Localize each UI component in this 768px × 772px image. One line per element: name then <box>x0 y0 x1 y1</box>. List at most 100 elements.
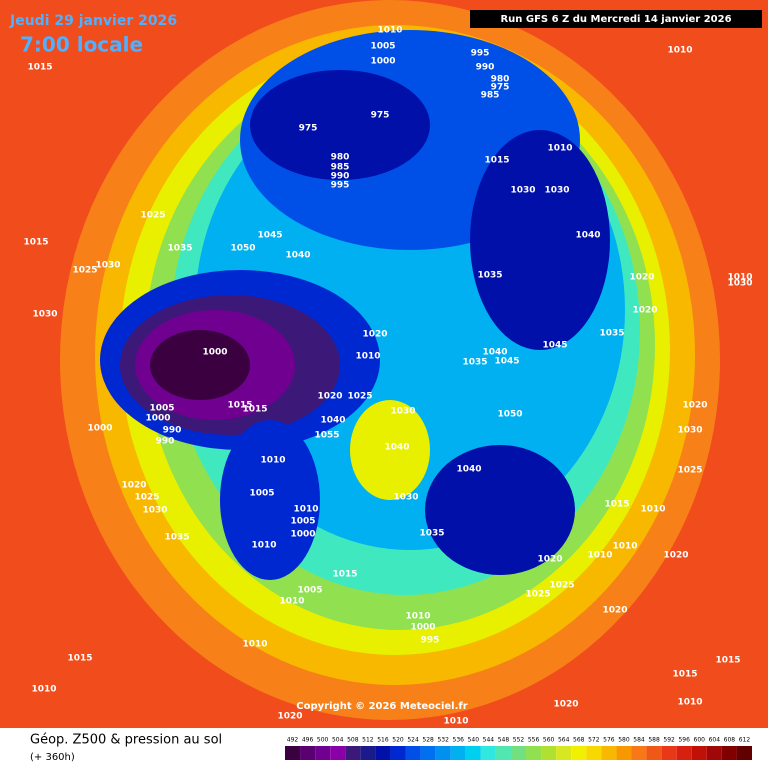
pressure-label: 1000 <box>410 623 435 633</box>
legend-swatch <box>631 746 647 760</box>
pressure-label: 1005 <box>370 42 395 52</box>
pressure-label: 1010 <box>355 352 380 362</box>
pressure-label: 1015 <box>27 63 52 73</box>
legend-swatch <box>691 746 707 760</box>
pressure-label: 1030 <box>142 506 167 516</box>
pressure-label: 1010 <box>640 505 665 515</box>
pressure-label: 1000 <box>290 530 315 540</box>
pressure-label: 1030 <box>677 426 702 436</box>
legend-swatch <box>435 746 451 760</box>
pressure-label: 1015 <box>484 156 509 166</box>
pressure-label: 1015 <box>67 654 92 664</box>
legend-label: 596 <box>678 737 690 744</box>
pressure-label: 1010 <box>260 456 285 466</box>
pressure-label: 1020 <box>663 551 688 561</box>
legend-swatch <box>330 746 346 760</box>
legend-label: 552 <box>513 737 525 744</box>
legend-swatch <box>420 746 436 760</box>
pressure-label: 975 <box>299 124 318 134</box>
legend-label: 576 <box>603 737 615 744</box>
pressure-label: 1025 <box>140 211 165 221</box>
legend-swatch <box>736 746 752 760</box>
pressure-label: 1050 <box>230 244 255 254</box>
legend-swatch <box>405 746 421 760</box>
pressure-label: 1035 <box>462 358 487 368</box>
pressure-label: 995 <box>331 181 350 191</box>
legend-label: 500 <box>317 737 329 744</box>
pressure-label: 1040 <box>320 416 345 426</box>
pressure-label: 1010 <box>677 698 702 708</box>
legend-label: 492 <box>287 737 299 744</box>
legend-label: 548 <box>498 737 510 744</box>
legend-label: 516 <box>377 737 389 744</box>
legend-swatch <box>661 746 677 760</box>
pressure-label: 1030 <box>393 493 418 503</box>
pressure-label: 990 <box>331 172 350 182</box>
pressure-label: 980 <box>491 75 510 85</box>
pressure-label: 1015 <box>227 401 252 411</box>
date: Jeudi 29 janvier 2026 <box>9 13 177 29</box>
pressure-label: 1005 <box>249 489 274 499</box>
pressure-label: 1015 <box>23 238 48 248</box>
legend-label: 612 <box>739 737 751 744</box>
legend-swatch <box>586 746 602 760</box>
pressure-label: 985 <box>331 163 350 173</box>
pressure-label: 1025 <box>525 590 550 600</box>
legend-swatch <box>616 746 632 760</box>
pressure-label: 1010 <box>251 541 276 551</box>
pressure-label: 975 <box>491 83 510 93</box>
pressure-label: 990 <box>163 426 182 436</box>
pressure-label: 990 <box>156 437 175 447</box>
pressure-label: 1030 <box>95 261 120 271</box>
pressure-label: 1030 <box>727 279 752 289</box>
legend-swatch <box>315 746 331 760</box>
legend-swatch <box>601 746 617 760</box>
legend-swatch <box>541 746 557 760</box>
pressure-label: 1015 <box>604 500 629 510</box>
pressure-label: 1045 <box>494 357 519 367</box>
pressure-label: 1050 <box>497 410 522 420</box>
legend-label: 520 <box>392 737 404 744</box>
pressure-label: 1005 <box>290 517 315 527</box>
legend-label: 512 <box>362 737 374 744</box>
height-field <box>60 0 720 720</box>
legend-label: 540 <box>468 737 480 744</box>
legend-label: 528 <box>422 737 434 744</box>
footer-lead: (+ 360h) <box>30 752 75 763</box>
legend-swatch <box>375 746 391 760</box>
legend-label: 564 <box>558 737 570 744</box>
legend-swatch <box>706 746 722 760</box>
pressure-label: 1010 <box>405 612 430 622</box>
pressure-label: 1010 <box>443 717 468 727</box>
pressure-label: 1000 <box>370 57 395 67</box>
pressure-label: 1010 <box>547 144 572 154</box>
pressure-label: 1020 <box>602 606 627 616</box>
pressure-label: 1035 <box>167 244 192 254</box>
pressure-label: 1030 <box>390 407 415 417</box>
pressure-label: 1020 <box>121 481 146 491</box>
time: 7:00 locale <box>20 33 143 57</box>
legend-swatch <box>676 746 692 760</box>
copyright: Copyright © 2026 Meteociel.fr <box>296 701 467 712</box>
pressure-label: 995 <box>421 636 440 646</box>
pressure-label: 1045 <box>257 231 282 241</box>
legend-label: 568 <box>573 737 585 744</box>
pressure-label: 1010 <box>242 640 267 650</box>
legend-swatch <box>285 746 301 760</box>
legend-swatch <box>480 746 496 760</box>
legend-label: 600 <box>694 737 706 744</box>
legend-label: 588 <box>648 737 660 744</box>
pressure-label: 1015 <box>332 570 357 580</box>
legend-label: 584 <box>633 737 645 744</box>
footer-title: Géop. Z500 & pression au sol <box>30 733 222 748</box>
legend-swatch <box>510 746 527 760</box>
legend-swatch <box>721 746 737 760</box>
pressure-label: 1030 <box>32 310 57 320</box>
legend-swatch <box>571 746 587 760</box>
pressure-label: 1045 <box>542 341 567 351</box>
pressure-label: 1000 <box>87 424 112 434</box>
pressure-label: 1010 <box>612 542 637 552</box>
pressure-label: 1035 <box>419 529 444 539</box>
legend-label: 604 <box>709 737 721 744</box>
